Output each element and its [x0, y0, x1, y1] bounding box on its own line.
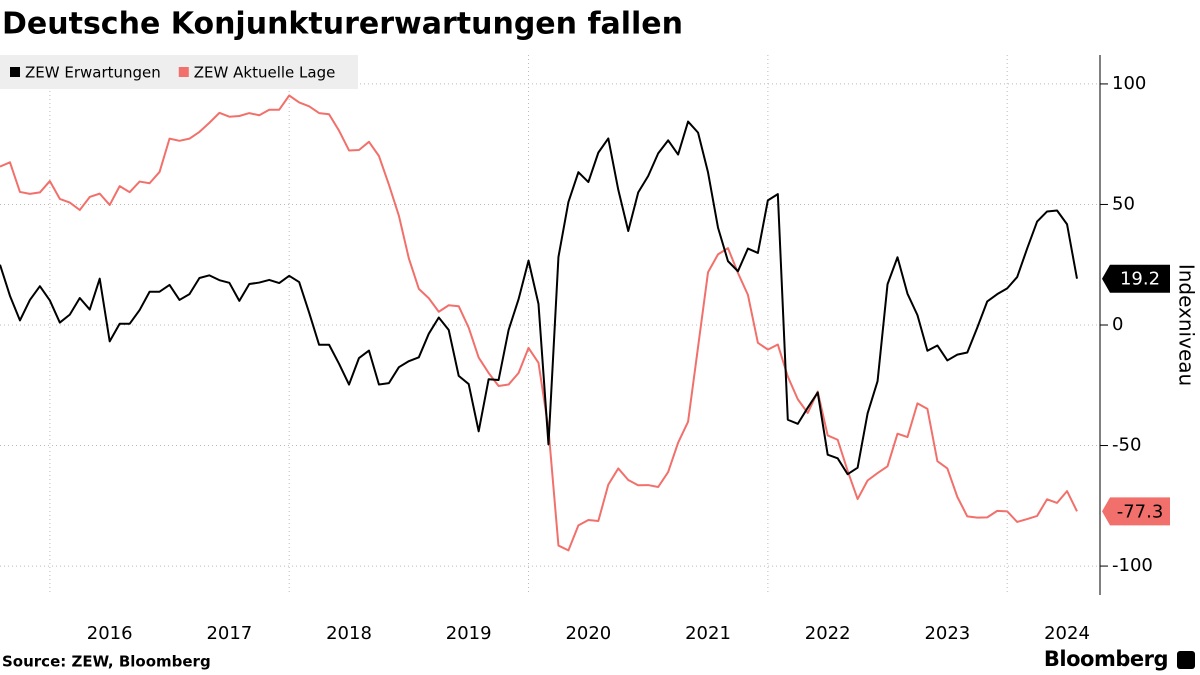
legend: ZEW Erwartungen ZEW Aktuelle Lage — [0, 55, 358, 89]
line-series — [0, 94, 1078, 552]
x-tick-label: 2021 — [685, 623, 731, 644]
value-label: -77.3 — [1117, 501, 1164, 522]
x-tick-label: 2018 — [326, 623, 372, 644]
y-axis-label: Indexniveau — [1175, 264, 1199, 386]
y-tick-label: 0 — [1112, 314, 1123, 335]
brand: Bloomberg — [1044, 647, 1168, 671]
y-tick-label: -100 — [1112, 555, 1153, 576]
brand-icon — [1177, 651, 1195, 669]
legend-swatch — [178, 67, 189, 77]
value-tag — [1102, 497, 1170, 526]
x-tick-label: 2020 — [565, 623, 611, 644]
line-series — [0, 120, 1078, 476]
y-tick-label: -50 — [1112, 435, 1141, 456]
x-tick-label: 2022 — [805, 623, 851, 644]
value-tag — [1102, 264, 1170, 293]
x-tick-label: 2019 — [446, 623, 492, 644]
y-tick-label: 50 — [1112, 193, 1135, 214]
legend-label: ZEW Erwartungen — [25, 64, 161, 82]
value-label: 19.2 — [1120, 269, 1160, 290]
source: Source: ZEW, Bloomberg — [2, 653, 211, 671]
x-tick-label: 2023 — [924, 623, 970, 644]
legend-label: ZEW Aktuelle Lage — [194, 64, 336, 82]
legend-swatch — [10, 67, 20, 77]
x-tick-label: 2024 — [1044, 623, 1090, 644]
x-tick-label: 2016 — [87, 623, 133, 644]
chart-title: Deutsche Konjunkturerwartungen fallen — [2, 7, 683, 42]
x-tick-label: 2017 — [206, 623, 252, 644]
y-tick-label: 100 — [1112, 73, 1146, 94]
